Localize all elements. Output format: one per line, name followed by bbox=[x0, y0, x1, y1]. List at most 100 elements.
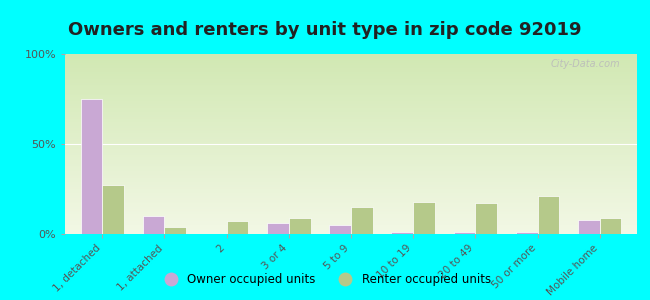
Bar bbox=[65, 95, 637, 97]
Bar bbox=[330, 225, 351, 234]
Bar bbox=[65, 182, 637, 184]
Bar bbox=[65, 56, 637, 58]
Bar bbox=[65, 189, 637, 191]
Bar bbox=[65, 54, 637, 56]
Bar bbox=[65, 99, 637, 101]
Bar bbox=[65, 94, 637, 95]
Bar bbox=[65, 74, 637, 76]
Bar bbox=[65, 187, 637, 189]
Bar bbox=[65, 61, 637, 63]
Bar bbox=[65, 83, 637, 85]
Bar bbox=[65, 211, 637, 212]
Bar bbox=[65, 130, 637, 131]
Bar bbox=[65, 212, 637, 214]
Bar bbox=[65, 135, 637, 137]
Bar bbox=[65, 65, 637, 67]
Bar bbox=[578, 220, 600, 234]
Bar bbox=[65, 59, 637, 61]
Bar bbox=[65, 221, 637, 223]
Bar bbox=[102, 185, 124, 234]
Bar bbox=[65, 220, 637, 221]
Bar bbox=[65, 155, 637, 157]
Bar bbox=[65, 180, 637, 182]
Bar bbox=[65, 148, 637, 149]
Bar bbox=[65, 164, 637, 166]
Bar bbox=[600, 218, 621, 234]
Bar bbox=[391, 232, 413, 234]
Bar bbox=[65, 68, 637, 70]
Bar bbox=[65, 214, 637, 216]
Bar bbox=[65, 193, 637, 194]
Bar bbox=[65, 103, 637, 104]
Bar bbox=[65, 157, 637, 158]
Bar bbox=[65, 202, 637, 203]
Bar bbox=[65, 58, 637, 59]
Bar bbox=[65, 67, 637, 68]
Bar bbox=[65, 144, 637, 146]
Bar bbox=[65, 167, 637, 169]
Bar bbox=[65, 229, 637, 230]
Bar bbox=[65, 92, 637, 94]
Bar bbox=[267, 223, 289, 234]
Bar bbox=[65, 139, 637, 140]
Bar bbox=[65, 191, 637, 193]
Bar bbox=[65, 72, 637, 74]
Bar bbox=[65, 108, 637, 110]
Bar bbox=[538, 196, 559, 234]
Legend: Owner occupied units, Renter occupied units: Owner occupied units, Renter occupied un… bbox=[154, 269, 496, 291]
Bar bbox=[65, 119, 637, 121]
Bar bbox=[65, 196, 637, 198]
Bar bbox=[65, 117, 637, 119]
Bar bbox=[65, 207, 637, 209]
Bar bbox=[65, 146, 637, 148]
Bar bbox=[65, 81, 637, 83]
Bar bbox=[65, 198, 637, 200]
Bar bbox=[143, 216, 164, 234]
Bar bbox=[65, 151, 637, 153]
Bar bbox=[65, 225, 637, 227]
Bar bbox=[65, 176, 637, 178]
Bar bbox=[65, 200, 637, 202]
Bar bbox=[65, 128, 637, 130]
Bar bbox=[65, 86, 637, 88]
Bar bbox=[65, 137, 637, 139]
Bar bbox=[65, 110, 637, 112]
Bar bbox=[65, 173, 637, 175]
Bar bbox=[65, 178, 637, 180]
Bar bbox=[65, 230, 637, 232]
Bar bbox=[65, 194, 637, 196]
Bar bbox=[65, 209, 637, 211]
Bar bbox=[65, 76, 637, 77]
Bar bbox=[65, 149, 637, 151]
Bar bbox=[65, 153, 637, 155]
Bar bbox=[289, 218, 311, 234]
Bar bbox=[65, 113, 637, 115]
Bar bbox=[65, 104, 637, 106]
Bar bbox=[65, 106, 637, 108]
Bar bbox=[65, 175, 637, 176]
Bar bbox=[65, 79, 637, 81]
Bar bbox=[65, 70, 637, 72]
Bar bbox=[65, 97, 637, 99]
Bar bbox=[65, 162, 637, 164]
Bar bbox=[65, 203, 637, 205]
Bar bbox=[65, 126, 637, 128]
Bar bbox=[65, 101, 637, 103]
Bar bbox=[65, 171, 637, 173]
Bar bbox=[65, 232, 637, 234]
Bar bbox=[65, 216, 637, 218]
Text: City-Data.com: City-Data.com bbox=[550, 59, 620, 69]
Bar bbox=[81, 99, 102, 234]
Bar bbox=[65, 133, 637, 135]
Bar bbox=[351, 207, 372, 234]
Bar bbox=[164, 227, 187, 234]
Bar bbox=[65, 115, 637, 117]
Bar bbox=[65, 184, 637, 185]
Bar bbox=[475, 203, 497, 234]
Bar bbox=[65, 85, 637, 86]
Bar bbox=[65, 63, 637, 65]
Bar bbox=[65, 140, 637, 142]
Bar bbox=[65, 77, 637, 79]
Bar bbox=[65, 88, 637, 90]
Bar bbox=[454, 232, 475, 234]
